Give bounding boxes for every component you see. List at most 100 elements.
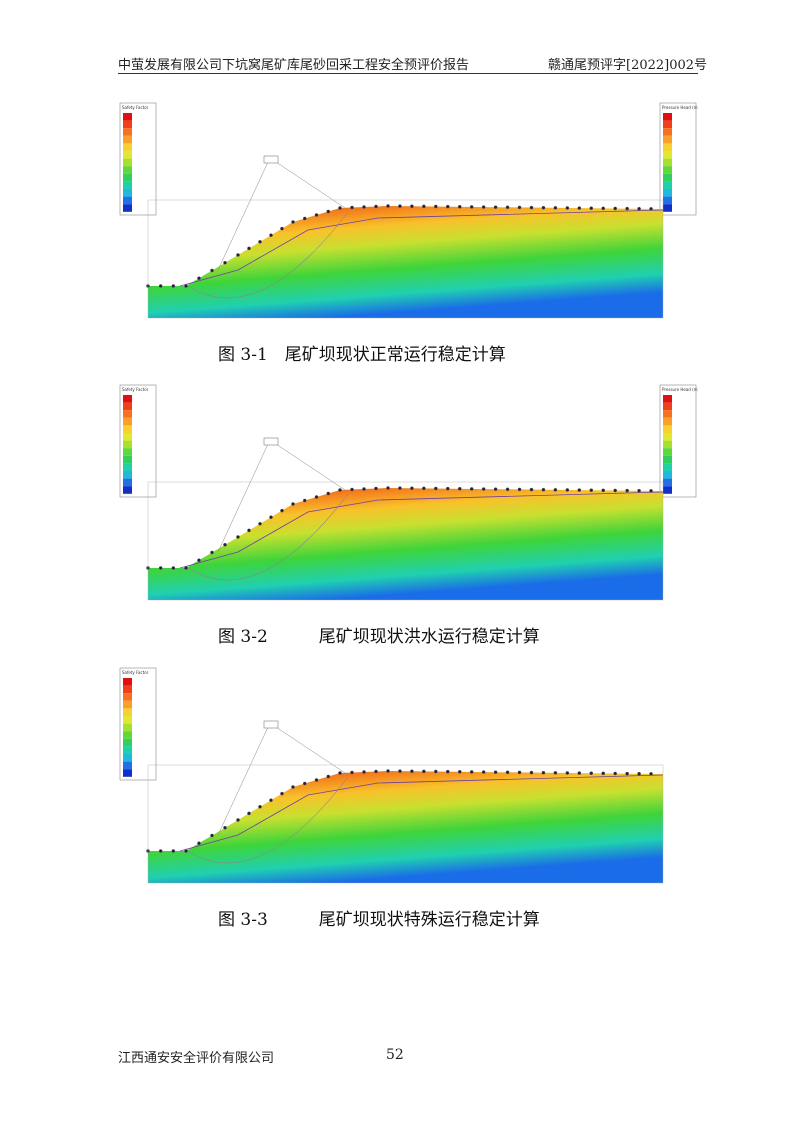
fs-box (263, 720, 279, 729)
legend-title: Pressure Head (m) (662, 387, 698, 392)
surface-node (517, 770, 522, 775)
surface-node (326, 491, 331, 496)
surface-node (445, 486, 450, 491)
legend-swatch (123, 486, 132, 494)
legend-swatch (123, 678, 132, 686)
surface-node (350, 205, 354, 210)
legend-swatch (123, 700, 132, 709)
legend-title: Pressure Head (m) (662, 105, 698, 110)
surface-node (258, 521, 262, 526)
legend-swatch (123, 113, 132, 121)
figure: Safety Factor Pressure Head (m) (119, 102, 698, 319)
legend-swatch (663, 402, 672, 411)
surface-node (223, 825, 227, 830)
legend-swatch (123, 723, 132, 732)
surface-node (386, 204, 390, 208)
surface-node (493, 205, 498, 209)
surface-node (158, 849, 163, 853)
legend-swatch (123, 395, 132, 403)
surface-node (422, 769, 426, 774)
surface-node (601, 771, 606, 776)
surface-node (210, 833, 214, 838)
legend-swatch (123, 754, 132, 762)
surface-node (541, 487, 546, 492)
surface-node (434, 204, 438, 209)
surface-node (422, 486, 426, 491)
surface-node (625, 206, 629, 211)
surface-node (236, 253, 240, 257)
legend-swatch (663, 189, 672, 197)
legend-swatch (123, 448, 132, 456)
leader (275, 443, 349, 493)
legend-swatch (663, 463, 672, 471)
surface-node (338, 206, 342, 210)
figure: Safety Factor Pressure Head (m) (119, 384, 698, 601)
legend-swatch (663, 181, 672, 189)
surface-node (374, 486, 378, 491)
legend-swatch (123, 463, 132, 471)
surface-node (197, 558, 201, 563)
surface-node (637, 488, 641, 493)
slope-body (148, 771, 663, 883)
surface-node (457, 486, 462, 491)
legend-swatch (123, 440, 132, 449)
frame (147, 199, 664, 319)
surface-node (637, 206, 641, 211)
surface-node (517, 205, 522, 210)
surface-node (184, 566, 188, 570)
surface-node (613, 206, 617, 211)
slip-surface (187, 776, 349, 864)
surface-node (601, 488, 606, 493)
header-left: 中萤发展有限公司下坑窝尾矿库尾砂回采工程安全预评价报告 (118, 58, 470, 73)
legend-title: Safety Factor (122, 670, 149, 675)
surface-node (158, 284, 163, 288)
surface-node (565, 488, 570, 492)
surface-node (589, 771, 594, 776)
surface-node (314, 778, 319, 782)
surface-node (481, 205, 486, 209)
legend-swatch (123, 196, 132, 205)
surface-node (386, 769, 390, 773)
slope-body (148, 488, 663, 600)
surface-node (280, 791, 284, 796)
surface-node (269, 233, 273, 237)
surface-node (302, 498, 307, 503)
surface-node (350, 487, 354, 492)
surface-node (625, 488, 629, 493)
surface-node (529, 770, 534, 775)
surface-node (493, 770, 498, 774)
surface-node (362, 487, 366, 491)
slip-surface (187, 211, 349, 299)
surface-node (410, 486, 414, 491)
legend-swatch (123, 173, 132, 182)
legend-swatch (123, 158, 132, 167)
legend-swatch (123, 181, 132, 189)
leader (275, 726, 349, 776)
surface-node (577, 206, 582, 210)
surface-node (374, 769, 378, 774)
surface-node (445, 769, 450, 774)
leader (217, 161, 269, 271)
footer-company: 江西通安安全评价有限公司 (118, 1051, 275, 1066)
surface-node (649, 772, 653, 776)
legend-swatch (123, 204, 132, 212)
figure-caption: 图 3-1 尾矿坝现状正常运行稳定计算 (218, 345, 506, 365)
surface-node (625, 771, 629, 776)
legend-swatch (663, 440, 672, 449)
surface-node (350, 770, 354, 775)
surface-node (247, 246, 251, 251)
leader (275, 161, 349, 211)
surface-node (541, 205, 546, 210)
legend-swatch (663, 120, 672, 129)
legend-swatch (663, 151, 672, 159)
surface-node (158, 566, 163, 570)
surface-node (649, 489, 653, 493)
legend-swatch (123, 746, 132, 754)
surface-node (637, 771, 641, 776)
legend-swatch (663, 478, 672, 487)
surface-node (362, 770, 366, 774)
legend-swatch (123, 769, 132, 777)
surface-node (326, 209, 331, 214)
surface-node (386, 486, 390, 490)
surface-node (236, 535, 240, 539)
